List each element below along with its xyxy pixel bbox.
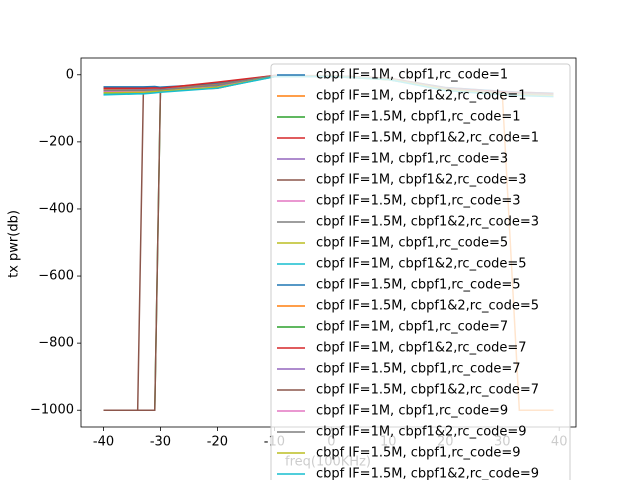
y-tick-label: −800 xyxy=(38,336,74,351)
legend-label: cbpf IF=1.5M, cbpf1&2,rc_code=5 xyxy=(316,299,539,314)
x-tick-label: -40 xyxy=(93,435,114,450)
y-tick-label: −1000 xyxy=(30,403,74,418)
legend-label: cbpf IF=1.5M, cbpf1&2,rc_code=7 xyxy=(316,383,539,398)
legend-label: cbpf IF=1.5M, cbpf1,rc_code=7 xyxy=(316,362,521,377)
legend-label: cbpf IF=1M, cbpf1&2,rc_code=1 xyxy=(316,89,527,104)
x-tick-label: -20 xyxy=(207,435,228,450)
y-axis-label: tx pwr(db) xyxy=(7,210,22,278)
legend-label: cbpf IF=1M, cbpf1,rc_code=7 xyxy=(316,320,508,335)
y-tick-label: 0 xyxy=(66,67,74,82)
legend-label: cbpf IF=1.5M, cbpf1,rc_code=3 xyxy=(316,194,521,209)
y-tick-label: −200 xyxy=(38,134,74,149)
legend-label: cbpf IF=1.5M, cbpf1&2,rc_code=9 xyxy=(316,467,539,480)
legend-label: cbpf IF=1.5M, cbpf1&2,rc_code=1 xyxy=(316,131,539,146)
legend-label: cbpf IF=1M, cbpf1&2,rc_code=7 xyxy=(316,341,527,356)
y-tick-label: −600 xyxy=(38,269,74,284)
legend-box xyxy=(270,63,571,480)
legend-label: cbpf IF=1.5M, cbpf1&2,rc_code=3 xyxy=(316,215,539,230)
legend-label: cbpf IF=1M, cbpf1,rc_code=3 xyxy=(316,152,508,167)
legend-label: cbpf IF=1.5M, cbpf1,rc_code=5 xyxy=(316,278,521,293)
legend-label: cbpf IF=1.5M, cbpf1,rc_code=1 xyxy=(316,110,521,125)
x-tick-label: -30 xyxy=(150,435,171,450)
legend-label: cbpf IF=1M, cbpf1,rc_code=1 xyxy=(316,68,508,83)
legend-label: cbpf IF=1.5M, cbpf1,rc_code=9 xyxy=(316,446,521,461)
legend-label: cbpf IF=1M, cbpf1&2,rc_code=9 xyxy=(316,425,527,440)
legend-label: cbpf IF=1M, cbpf1,rc_code=9 xyxy=(316,404,508,419)
legend-label: cbpf IF=1M, cbpf1&2,rc_code=5 xyxy=(316,257,527,272)
legend-label: cbpf IF=1M, cbpf1,rc_code=5 xyxy=(316,236,508,251)
legend-label: cbpf IF=1M, cbpf1&2,rc_code=3 xyxy=(316,173,527,188)
y-tick-label: −400 xyxy=(38,201,74,216)
